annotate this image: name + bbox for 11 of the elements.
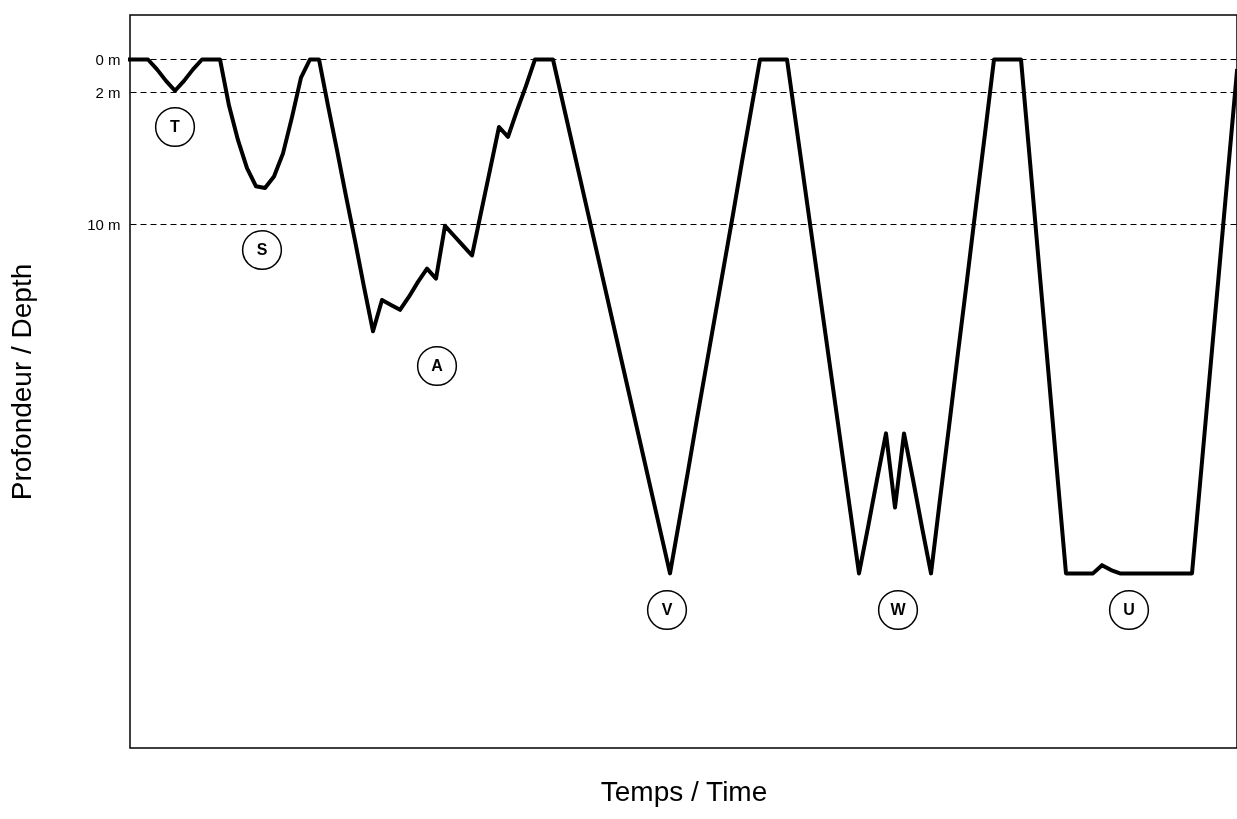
annotation: A [431,357,444,374]
x-axis-title: Temps / Time [600,775,768,807]
y-tick-label: 2 m [95,83,121,101]
annotation: V [661,601,673,618]
y-tick-label: 10 m [87,215,121,233]
annotation: S [256,241,268,258]
annotation: U [1123,601,1135,618]
annotation: W [890,601,907,618]
y-tick-label: 0 m [95,50,121,68]
annotation: T [170,118,181,135]
y-axis-title: Profondeur / Depth [6,263,38,501]
